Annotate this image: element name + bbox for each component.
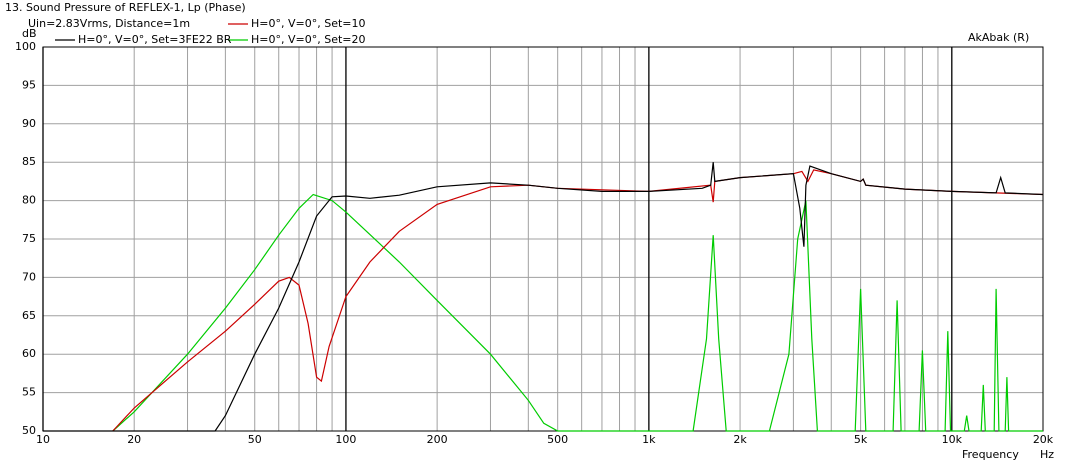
plot-frame	[42, 46, 1044, 432]
x-unit-label: Hz	[1040, 448, 1054, 461]
y-tick-label: 65	[22, 309, 36, 322]
x-tick-label: 200	[427, 433, 448, 446]
x-tick-label: 10	[36, 433, 50, 446]
subtitle: Uin=2.83Vrms, Distance=1m	[28, 17, 190, 30]
x-tick-label: 10k	[942, 433, 963, 446]
y-tick-label: 55	[22, 386, 36, 399]
y-tick-label: 85	[22, 155, 36, 168]
y-tick-label: 70	[22, 270, 36, 283]
x-tick-label: 50	[248, 433, 262, 446]
x-tick-label: 100	[335, 433, 356, 446]
series-line	[112, 193, 1043, 432]
x-tick-label: 500	[547, 433, 568, 446]
x-tick-label: 20	[127, 433, 141, 446]
series-line	[43, 162, 1044, 432]
legend-label: H=0°, V=0°, Set=10	[251, 17, 366, 30]
y-tick-label: 80	[22, 194, 36, 207]
y-axis-label: dB	[22, 27, 37, 40]
y-tick-label: 90	[22, 117, 36, 130]
chart-title: 13. Sound Pressure of REFLEX-1, Lp (Phas…	[5, 1, 246, 14]
y-tick-label: 95	[22, 78, 36, 91]
x-tick-label: 1k	[642, 433, 656, 446]
software-label: AkAbak (R)	[968, 31, 1029, 44]
y-tick-label: 100	[15, 40, 36, 53]
legend-label: H=0°, V=0°, Set=20	[251, 33, 366, 46]
x-axis-label: Frequency	[962, 448, 1019, 461]
x-tick-label: 2k	[733, 433, 747, 446]
y-tick-label: 75	[22, 232, 36, 245]
y-tick-label: 50	[22, 424, 36, 437]
legend-label: H=0°, V=0°, Set=3FE22 BR	[78, 33, 232, 46]
x-tick-label: 20k	[1033, 433, 1054, 446]
y-tick-label: 60	[22, 347, 36, 360]
x-tick-label: 5k	[854, 433, 868, 446]
